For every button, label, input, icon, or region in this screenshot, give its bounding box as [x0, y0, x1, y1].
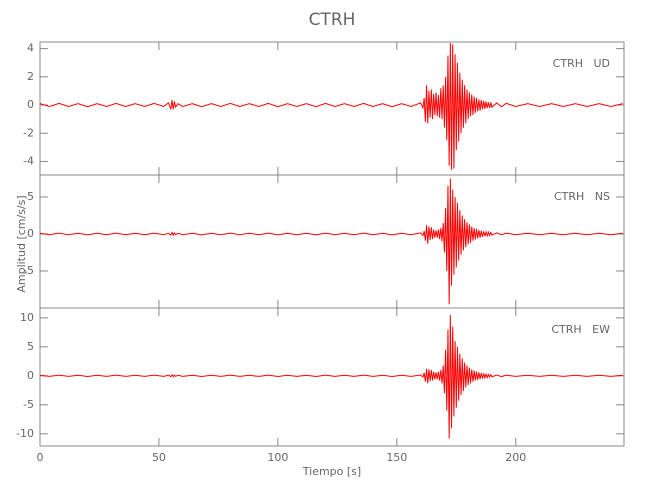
- y-tick-label: -5: [23, 398, 34, 411]
- y-tick-label: 5: [27, 190, 34, 203]
- y-axis-label: Amplitud [cm/s/s]: [15, 195, 28, 292]
- panel-label: CTRH EW: [551, 323, 610, 336]
- y-tick-label: 4: [27, 42, 34, 55]
- panel-label: CTRH NS: [554, 190, 610, 203]
- y-tick-label: -4: [23, 154, 34, 167]
- x-tick-label: 200: [505, 451, 526, 464]
- panel-frame: [39, 174, 625, 309]
- x-axis-label: Tiempo [s]: [302, 465, 361, 478]
- x-tick-label: 100: [267, 451, 288, 464]
- y-tick-label: 5: [27, 340, 34, 353]
- panel-frame: [39, 307, 625, 447]
- x-tick-label: 150: [386, 451, 407, 464]
- y-tick-label: -5: [23, 264, 34, 277]
- y-tick-label: 10: [20, 311, 34, 324]
- y-tick-label: 0: [27, 369, 34, 382]
- chart-title: CTRH: [309, 10, 356, 30]
- waveform: [39, 42, 623, 170]
- y-tick-label: -2: [23, 126, 34, 139]
- x-tick-label: 50: [152, 451, 166, 464]
- waveform: [39, 314, 623, 439]
- panel-label: CTRH UD: [553, 57, 610, 70]
- x-tick-label: 0: [37, 451, 44, 464]
- panel-frame: [39, 41, 625, 176]
- y-tick-label: -10: [16, 427, 34, 440]
- waveform: [39, 178, 623, 305]
- y-tick-label: 0: [27, 98, 34, 111]
- y-tick-label: 2: [27, 70, 34, 83]
- y-tick-label: 0: [27, 227, 34, 240]
